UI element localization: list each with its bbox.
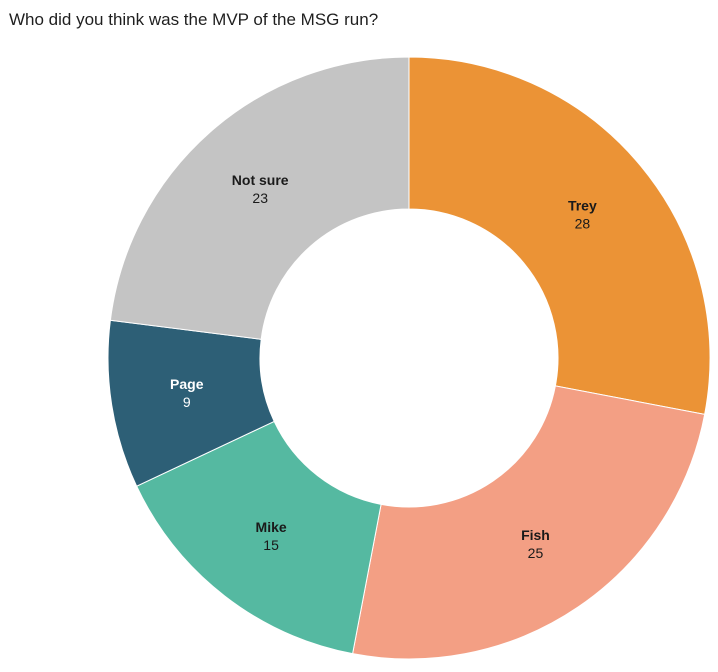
slice-value-fish: 25: [528, 545, 544, 561]
slice-label-fish: Fish: [521, 527, 550, 543]
slice-value-page: 9: [183, 394, 191, 410]
slice-label-page: Page: [170, 376, 204, 392]
slice-value-trey: 28: [575, 216, 591, 232]
slice-trey[interactable]: [408, 56, 711, 415]
slice-fish[interactable]: [352, 385, 706, 660]
slice-label-mike: Mike: [256, 519, 287, 535]
labels-group: Trey 28 Fish 25 Mike 15 Page 9 Not sure 23: [170, 172, 597, 561]
slice-value-not-sure: 23: [252, 190, 268, 206]
slice-not-sure[interactable]: [109, 56, 410, 340]
slice-label-not-sure: Not sure: [232, 172, 289, 188]
slices-group: [107, 56, 711, 660]
slice-value-mike: 15: [263, 537, 279, 553]
slice-label-trey: Trey: [568, 198, 597, 214]
chart-title: Who did you think was the MVP of the MSG…: [9, 10, 379, 29]
slice-mike[interactable]: [135, 420, 382, 655]
